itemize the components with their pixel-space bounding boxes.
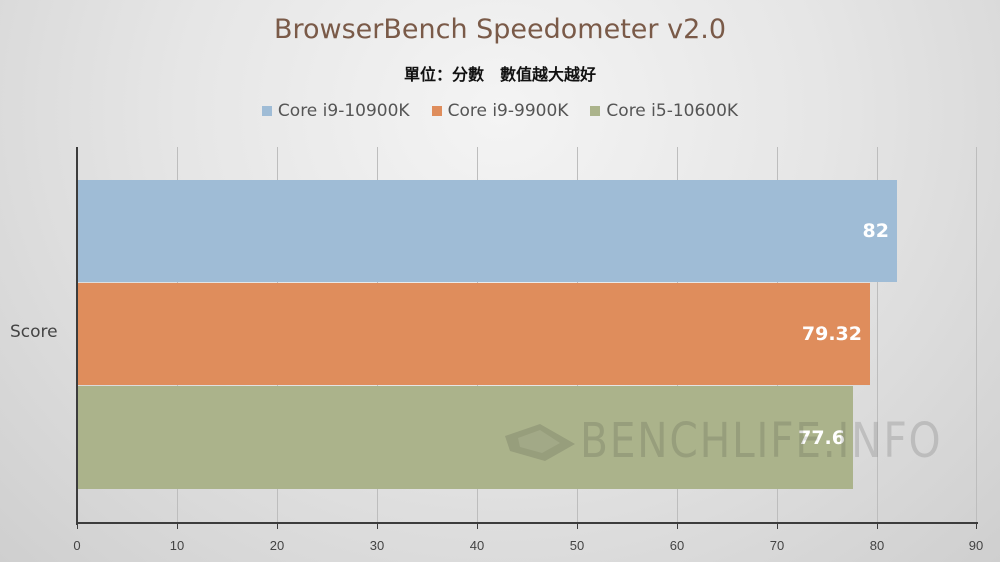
chart-title: BrowserBench Speedometer v2.0 xyxy=(273,14,727,45)
x-tick-label: 70 xyxy=(769,538,785,553)
tick xyxy=(577,522,578,529)
legend-item-i9-10900k: Core i9-10900K xyxy=(261,101,410,121)
legend-item-i5-10600k: Core i5-10600K xyxy=(590,101,738,121)
tick xyxy=(477,522,478,529)
legend-label: Core i9-10900K xyxy=(277,101,410,121)
chart-subtitle: 單位：分數 數值越大越好 xyxy=(403,65,596,84)
legend: Core i9-10900K Core i9-9900K Core i5-106… xyxy=(0,101,1000,121)
x-tick-label: 60 xyxy=(669,538,685,553)
tick xyxy=(277,522,278,529)
x-tick-label: 30 xyxy=(369,538,385,553)
bar-i9-9900k: 79.32 xyxy=(78,283,870,385)
legend-label: Core i5-10600K xyxy=(606,101,739,121)
gridline xyxy=(877,147,878,523)
legend-swatch-icon xyxy=(261,106,272,116)
data-label: 82 xyxy=(862,220,889,242)
gridline xyxy=(976,147,977,523)
x-tick-label: 20 xyxy=(269,538,285,553)
x-tick-label: 80 xyxy=(869,538,885,553)
tick xyxy=(677,522,678,529)
category-label: Score xyxy=(10,322,58,342)
x-axis xyxy=(76,522,978,524)
y-axis xyxy=(76,147,78,525)
x-tick-label: 90 xyxy=(968,538,984,553)
legend-label: Core i9-9900K xyxy=(447,101,569,121)
x-tick-label: 40 xyxy=(469,538,485,553)
x-tick-label: 10 xyxy=(169,538,185,553)
bar-i9-10900k: 82 xyxy=(78,180,897,282)
tick xyxy=(377,522,378,529)
bar-i5-10600k: 77.6 xyxy=(78,386,853,489)
tick xyxy=(77,522,78,529)
tick xyxy=(777,522,778,529)
data-label: 77.6 xyxy=(798,426,845,449)
legend-item-i9-9900k: Core i9-9900K xyxy=(431,101,569,121)
x-tick-label: 0 xyxy=(73,538,81,553)
legend-swatch-icon xyxy=(431,106,442,116)
tick xyxy=(177,522,178,529)
legend-swatch-icon xyxy=(590,106,601,116)
tick xyxy=(976,522,977,529)
tick xyxy=(877,522,878,529)
x-tick-label: 50 xyxy=(569,538,585,553)
data-label: 79.32 xyxy=(801,323,862,345)
